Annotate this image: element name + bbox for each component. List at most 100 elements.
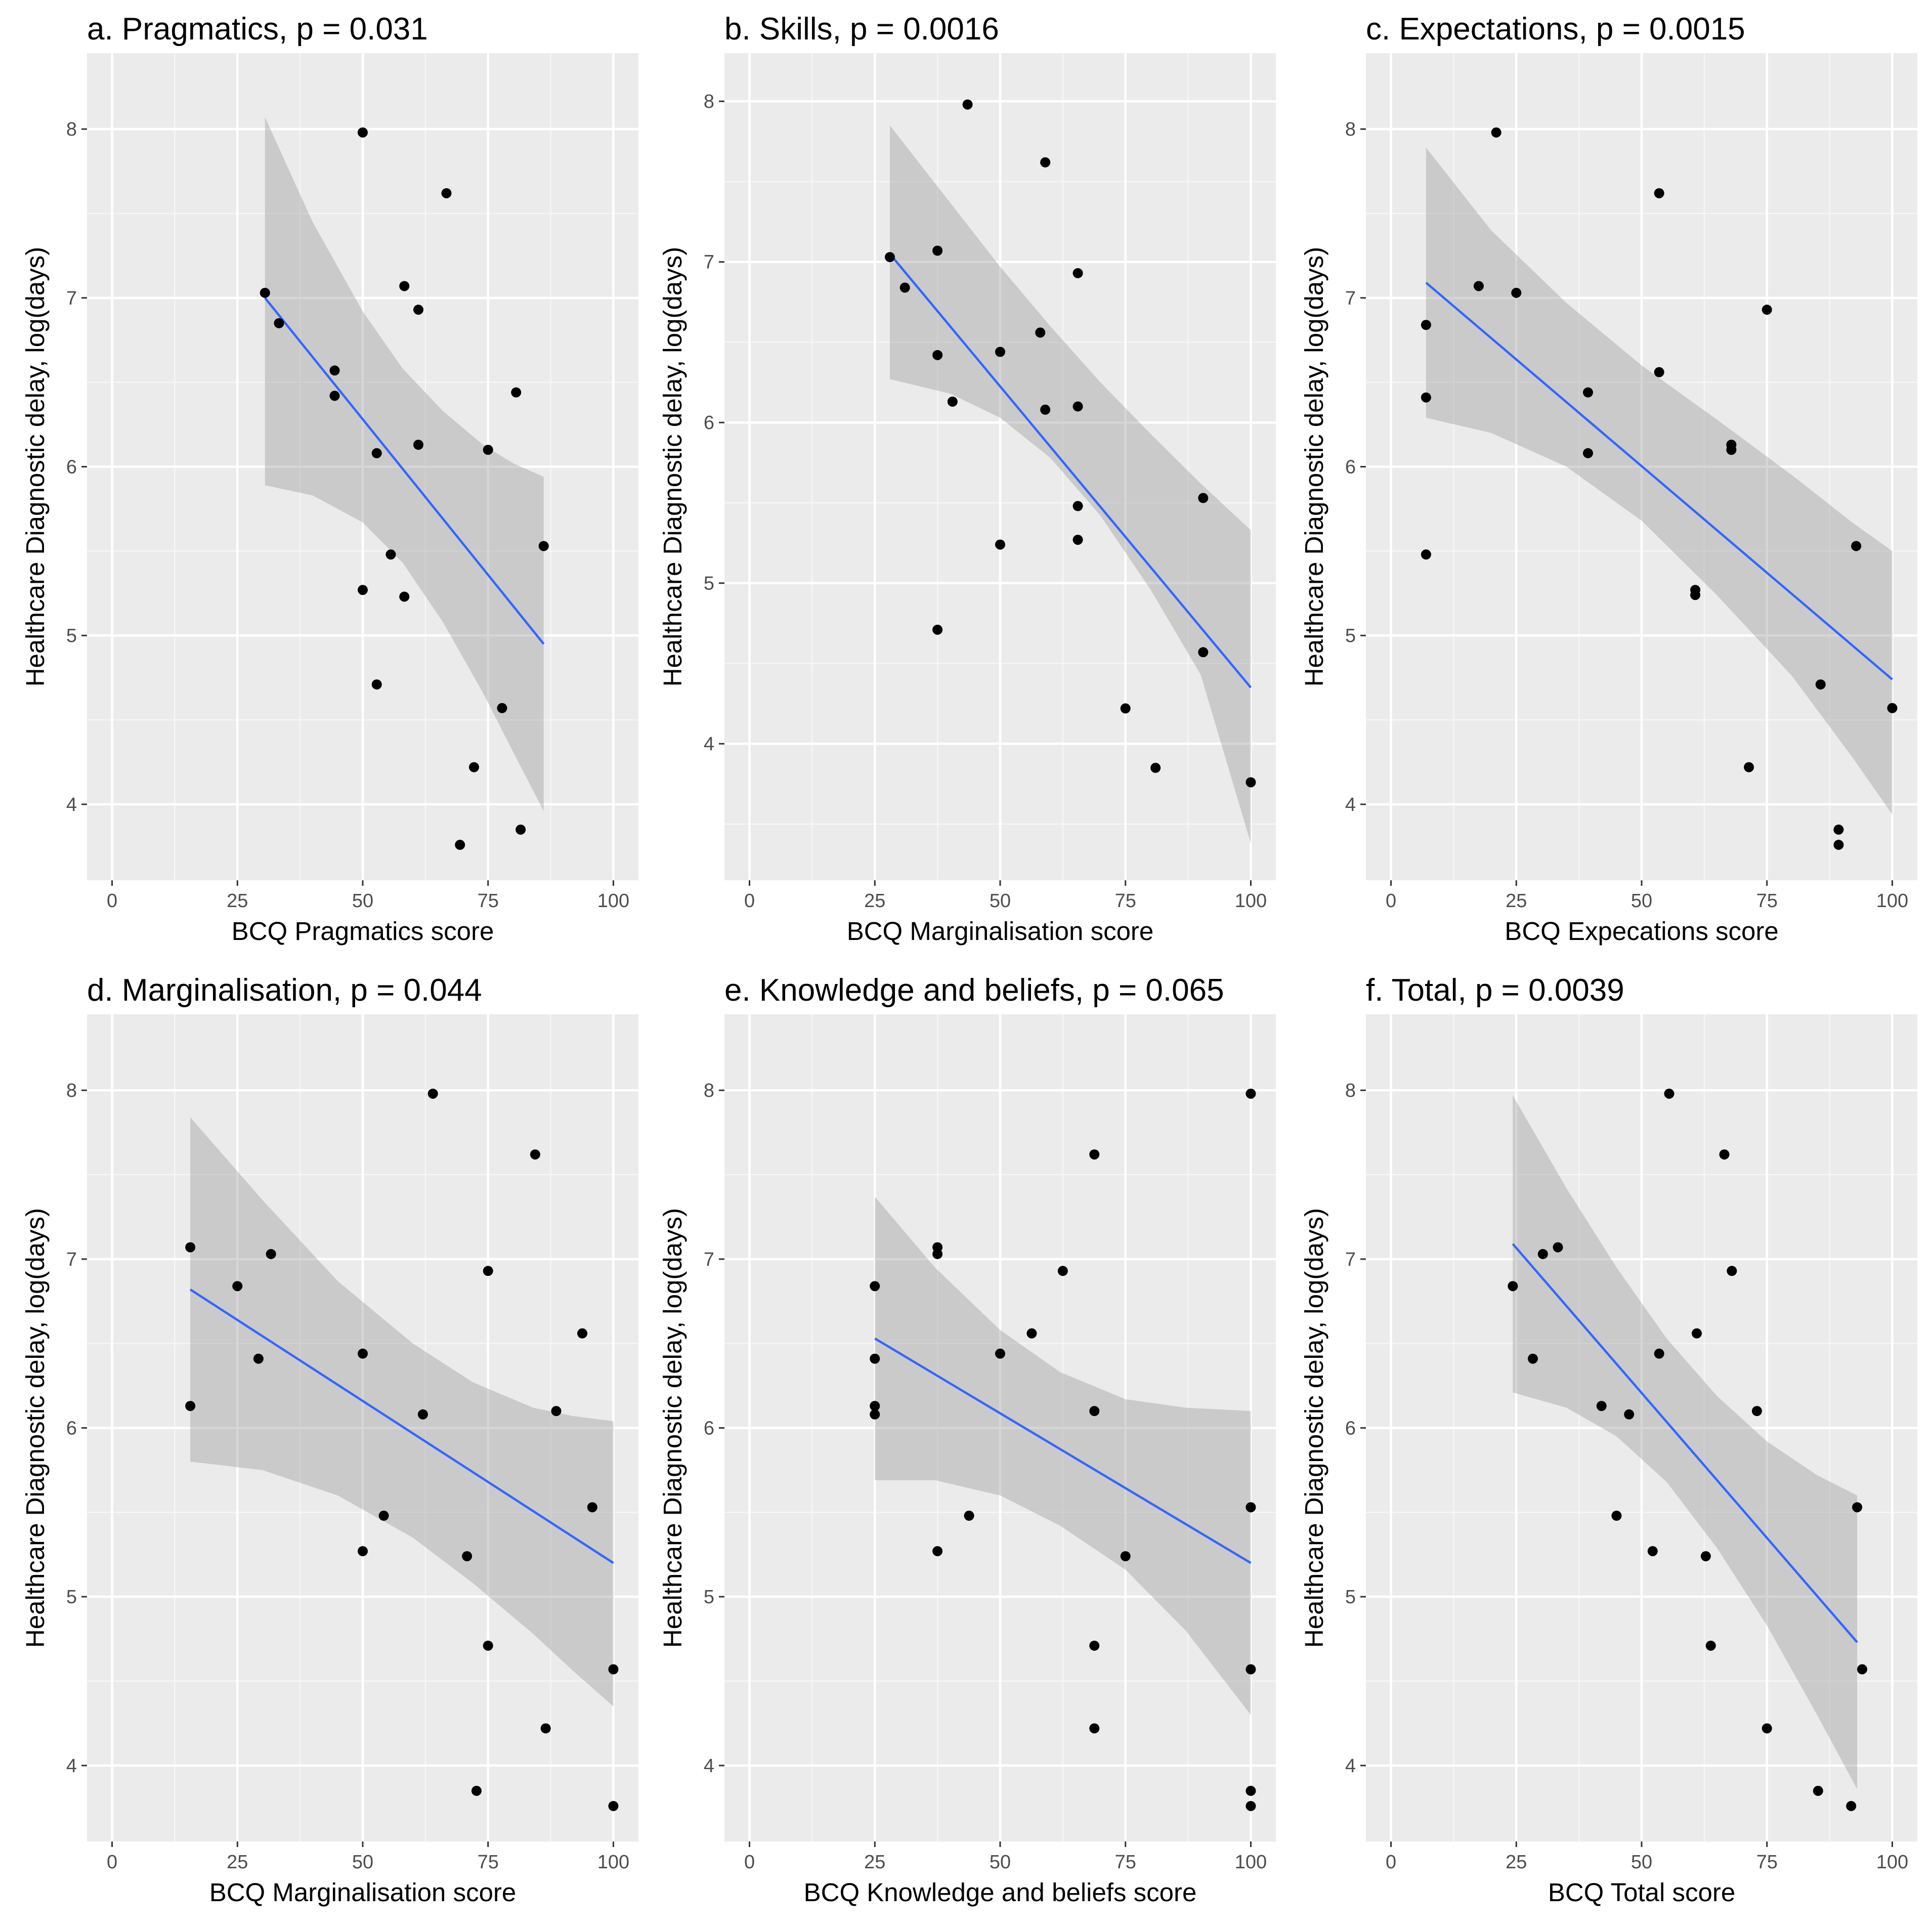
panel-title: f. Total, p = 0.0039: [1366, 973, 1624, 1008]
data-point: [371, 448, 382, 458]
data-point: [932, 350, 943, 360]
y-tick-label: 6: [1345, 1418, 1356, 1439]
data-point: [540, 1723, 551, 1734]
data-point: [1537, 1249, 1548, 1259]
data-point: [1246, 1801, 1256, 1811]
data-point: [1198, 647, 1209, 658]
data-point: [483, 1266, 493, 1276]
x-tick-label: 25: [227, 1852, 248, 1873]
data-point: [577, 1328, 588, 1339]
y-tick-label: 4: [1345, 794, 1356, 816]
x-tick-label: 100: [1235, 890, 1267, 912]
data-point: [899, 282, 910, 293]
data-point: [608, 1664, 619, 1675]
data-point: [1511, 287, 1522, 298]
data-point: [1120, 703, 1131, 714]
data-point: [1246, 1785, 1256, 1796]
data-point: [1491, 127, 1501, 138]
data-point: [1727, 1266, 1737, 1276]
y-tick-label: 8: [66, 119, 77, 140]
data-point: [1582, 387, 1593, 398]
x-tick-label: 25: [864, 890, 885, 912]
data-point: [1473, 281, 1484, 291]
data-point: [1089, 1723, 1100, 1734]
x-tick-label: 50: [990, 1852, 1011, 1873]
data-point: [413, 305, 423, 315]
data-point: [1246, 1502, 1256, 1513]
y-tick-label: 5: [704, 1587, 714, 1608]
regression-line: [264, 297, 545, 645]
panel-d: 0 25 50 75 100 4 5 6 7 8 d. Marginalisation, p = 0…: [21, 973, 638, 1907]
x-axis-title: BCQ Pragmatics score: [232, 917, 494, 946]
panel-title: b. Skills, p = 0.0016: [724, 12, 999, 47]
regression-line: [189, 1288, 614, 1564]
y-tick-label: 4: [704, 734, 714, 755]
y-tick-label: 7: [66, 1249, 77, 1270]
data-point: [1246, 1664, 1256, 1675]
data-point: [1762, 1723, 1772, 1734]
data-point: [1198, 493, 1209, 503]
data-point: [1726, 445, 1737, 455]
data-point: [1553, 1242, 1563, 1253]
data-point: [358, 585, 368, 595]
data-point: [1072, 534, 1083, 545]
y-tick-label: 6: [1345, 457, 1356, 478]
data-point: [417, 1409, 428, 1420]
data-point: [870, 1353, 880, 1364]
data-point: [885, 252, 895, 263]
x-tick-label: 25: [864, 1852, 885, 1873]
regression-line: [889, 253, 1252, 689]
data-point: [964, 1511, 974, 1521]
data-point: [1246, 1088, 1256, 1099]
data-point: [232, 1281, 243, 1292]
data-point: [1851, 541, 1862, 551]
data-point: [358, 1546, 368, 1557]
data-point: [587, 1502, 597, 1513]
data-point: [1654, 188, 1664, 198]
data-point: [1624, 1409, 1635, 1420]
data-point: [1705, 1640, 1716, 1651]
data-point: [371, 679, 382, 690]
y-tick-label: 5: [1345, 1587, 1356, 1608]
data-point: [1596, 1401, 1607, 1411]
y-tick-label: 4: [66, 1755, 77, 1777]
y-tick-label: 4: [66, 794, 77, 816]
x-tick-label: 100: [1876, 1852, 1908, 1873]
data-point: [1072, 501, 1083, 511]
data-point: [1089, 1406, 1100, 1417]
y-axis-title: Healthcare Diagnostic delay, log(days): [1300, 247, 1328, 687]
y-tick-label: 8: [1345, 119, 1356, 140]
x-tick-label: 25: [227, 890, 248, 912]
data-point: [1150, 762, 1161, 773]
y-tick-label: 7: [1345, 1249, 1356, 1270]
data-point: [1040, 404, 1051, 415]
y-axis-title: Healthcare Diagnostic delay, log(days): [658, 247, 687, 687]
panel-f: 0 25 50 75 100 4 5 6 7 8 f. Total, p = 0.0039 BCQ T…: [1300, 973, 1917, 1907]
data-point: [358, 127, 368, 138]
data-point: [1072, 268, 1083, 278]
y-tick-label: 6: [66, 457, 77, 478]
data-point: [329, 391, 340, 401]
x-tick-label: 75: [478, 1852, 499, 1873]
data-point: [1089, 1640, 1100, 1651]
data-point: [1813, 1785, 1823, 1796]
data-point: [1040, 157, 1051, 167]
data-point: [253, 1353, 264, 1364]
panel-c: 0 25 50 75 100 4 5 6 7 8 c. Expectations, p = 0.00…: [1300, 12, 1917, 946]
x-tick-label: 0: [107, 1852, 117, 1873]
y-axis-title: Healthcare Diagnostic delay, log(days): [1300, 1208, 1328, 1648]
x-tick-label: 50: [1631, 1852, 1652, 1873]
x-tick-label: 50: [352, 890, 373, 912]
data-point: [947, 396, 958, 407]
data-point: [497, 703, 507, 713]
y-tick-label: 7: [704, 1249, 714, 1270]
x-tick-label: 50: [1631, 890, 1652, 912]
panel-e: 0 25 50 75 100 4 5 6 7 8 e. Knowledge and beliefs,…: [658, 973, 1276, 1907]
confidence-band: [190, 1117, 614, 1707]
x-tick-label: 100: [1876, 890, 1908, 912]
data-point: [468, 762, 479, 773]
data-point: [1887, 703, 1898, 713]
y-tick-label: 5: [66, 625, 77, 647]
data-point: [483, 445, 493, 455]
